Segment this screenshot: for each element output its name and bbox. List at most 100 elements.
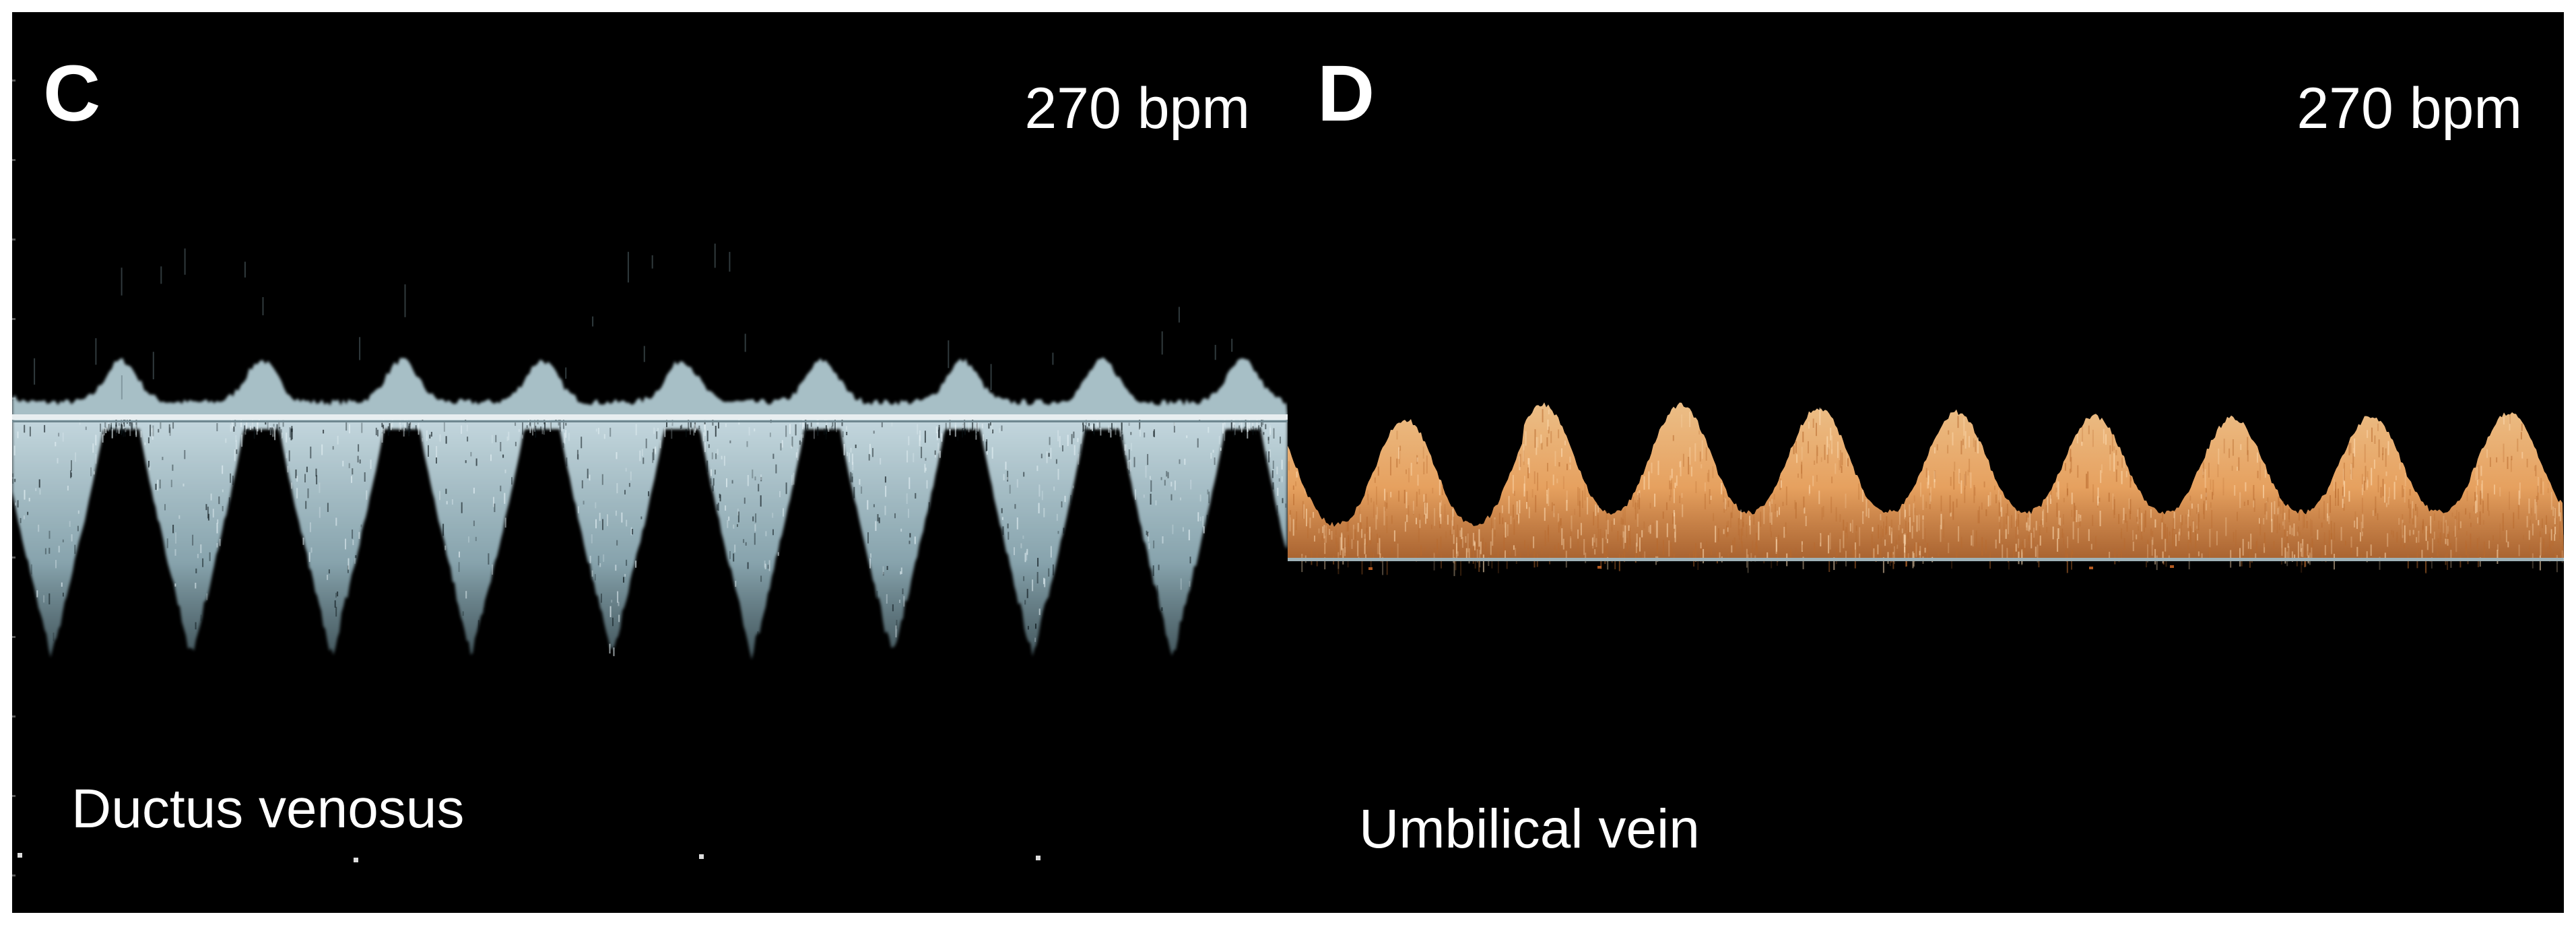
speckle [704, 422, 706, 430]
speckle [1643, 476, 1645, 490]
speckle [1224, 422, 1226, 427]
speckle [222, 506, 224, 511]
speckle [404, 424, 406, 431]
speckle [1907, 533, 1909, 539]
speckle [2528, 544, 2530, 552]
speckle [957, 428, 959, 441]
speckle [1423, 494, 1425, 503]
speckle [1541, 547, 1543, 553]
speckle [785, 425, 787, 437]
speckle [1669, 495, 1671, 501]
speckle [1579, 488, 1581, 507]
speckle [1526, 502, 1527, 509]
speckle [436, 457, 437, 464]
speckle [1027, 626, 1029, 630]
speckle [205, 504, 207, 511]
speckle [2117, 461, 2119, 466]
speckle [2181, 523, 2183, 537]
speckle [2026, 522, 2028, 531]
speckle [1607, 519, 1609, 534]
speckle [439, 490, 440, 501]
speckle [1597, 529, 1599, 546]
speckle [1695, 543, 1696, 562]
speckle [2402, 523, 2404, 536]
speckle [589, 474, 591, 481]
speckle [529, 422, 531, 426]
speckle [1474, 541, 1476, 546]
speckle [1672, 548, 1674, 553]
speckle [1222, 423, 1224, 434]
speckle [1001, 508, 1003, 513]
speckle [278, 419, 280, 427]
speckle [1868, 508, 1870, 518]
speckle [2334, 522, 2336, 541]
speckle [1166, 471, 1168, 477]
speckle [1883, 521, 1884, 529]
speckle [1376, 507, 1378, 519]
speckle [429, 435, 431, 439]
speckle [1510, 515, 1512, 525]
speckle [1831, 476, 1833, 484]
speckle [2115, 469, 2117, 482]
speckle [2404, 473, 2406, 487]
speckle [1901, 528, 1903, 534]
speckle [752, 516, 754, 521]
speckle [2548, 533, 2550, 549]
speckle [886, 566, 888, 570]
speckle [1418, 488, 1420, 495]
speckle [2216, 531, 2218, 546]
speckle [767, 565, 769, 569]
speckle [2489, 457, 2491, 467]
speckle [1898, 534, 1900, 541]
speckle [1617, 531, 1619, 542]
speckle [872, 448, 873, 457]
speckle [2092, 429, 2094, 447]
speckle [444, 545, 447, 550]
speckle [2534, 499, 2536, 514]
speckle [1364, 538, 1366, 554]
speckle [671, 428, 673, 439]
speckle [2538, 519, 2540, 525]
speckle [2402, 514, 2404, 520]
speckle [2532, 523, 2534, 536]
speckle [1370, 498, 1372, 503]
speckle [2301, 545, 2303, 559]
speckle [962, 424, 964, 428]
speckle [708, 444, 710, 448]
noise-streak [404, 284, 406, 317]
speckle [1801, 461, 1803, 479]
speckle [2367, 471, 2369, 480]
speckle [1969, 458, 1971, 472]
speckle [2385, 471, 2387, 476]
speckle [1592, 537, 1594, 549]
noise-streak [244, 261, 246, 278]
speckle [628, 482, 630, 487]
speckle [2201, 553, 2203, 561]
speckle [1888, 526, 1890, 536]
speckle [1915, 547, 1917, 554]
speckle [2040, 520, 2042, 525]
speckle [1546, 495, 1548, 504]
speckle [123, 428, 125, 437]
speckle [1467, 533, 1469, 552]
speckle [2309, 543, 2311, 554]
speckle [430, 432, 432, 437]
speckle [451, 499, 453, 505]
speckle [1859, 527, 1861, 546]
speckle [611, 600, 613, 603]
speckle [2326, 513, 2328, 521]
speckle [1601, 538, 1604, 554]
speckle [2550, 529, 2552, 541]
speckle [1635, 542, 1637, 553]
speckle [2271, 519, 2273, 533]
speckle [1088, 422, 1090, 426]
speckle [1340, 537, 1342, 556]
speckle [2033, 528, 2035, 538]
speckle [2431, 557, 2433, 569]
speckle [332, 446, 334, 450]
speckle [1365, 554, 1366, 561]
speckle [2251, 546, 2253, 563]
speckle [534, 420, 535, 432]
speckle [1827, 447, 1829, 464]
speckle [168, 424, 170, 433]
